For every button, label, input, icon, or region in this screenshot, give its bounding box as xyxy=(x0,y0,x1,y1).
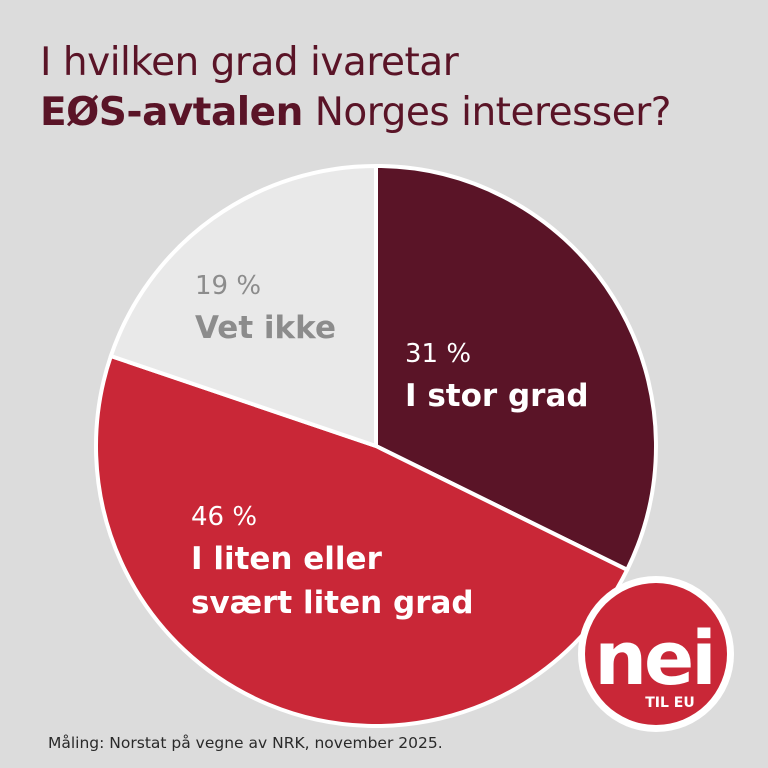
slice-category-label: Vet ikke xyxy=(195,310,336,346)
pie-labels: 31 % I stor grad 46 % I liten eller svært li… xyxy=(191,271,589,621)
title-line-2: EØS-avtalen Norges interesser? xyxy=(40,88,671,138)
logo-subtext: TIL EU xyxy=(645,695,695,711)
chart-title: I hvilken grad ivaretar EØS-avtalen Norg… xyxy=(40,38,671,138)
slice-vet-ikke xyxy=(108,164,378,448)
title-line-1: I hvilken grad ivaretar xyxy=(40,40,459,85)
slice-i-stor-grad xyxy=(374,164,658,572)
slice-percent-label: 46 % xyxy=(191,502,257,532)
pie-slices xyxy=(94,164,658,728)
title-rest: Norges interesser? xyxy=(302,90,672,135)
slice-i-liten-grad xyxy=(94,353,630,728)
source-note: Måling: Norstat på vegne av NRK, novembe… xyxy=(48,734,443,752)
slice-percent-label: 19 % xyxy=(195,271,261,301)
logo-disc xyxy=(585,583,727,725)
title-emphasis: EØS-avtalen xyxy=(40,90,303,135)
slice-category-label: I liten eller xyxy=(191,541,383,577)
logo-word: nei xyxy=(594,616,713,702)
slice-category-label: I stor grad xyxy=(405,378,589,414)
slice-percent-label: 31 % xyxy=(405,339,471,369)
slice-category-label: svært liten grad xyxy=(191,585,474,621)
nei-til-eu-logo: nei TIL EU xyxy=(578,576,734,732)
